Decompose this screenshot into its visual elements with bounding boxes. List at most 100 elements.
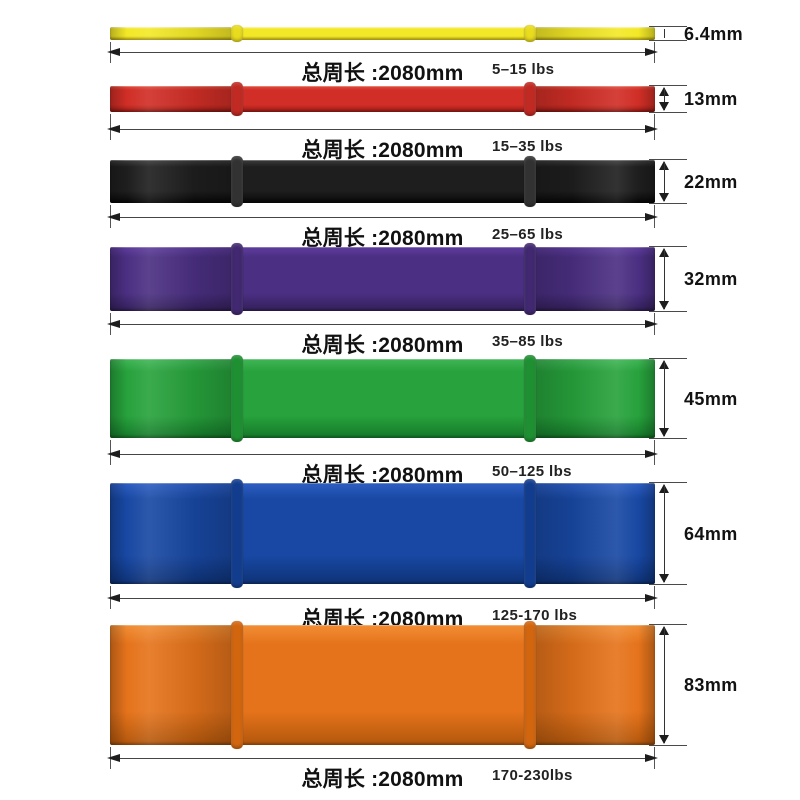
arrow-left-icon xyxy=(107,450,120,458)
vertical-dimension-line xyxy=(664,162,665,201)
band-fold-left-icon xyxy=(110,625,231,745)
band-seam-right xyxy=(524,156,536,207)
resistance-range-label: 35–85 lbs xyxy=(492,333,564,350)
circumference-label: 总周长 :2080mm xyxy=(301,227,464,250)
arrow-right-icon xyxy=(645,48,658,56)
circumference-label: 总周长 :2080mm xyxy=(301,62,464,85)
resistance-band-purple xyxy=(110,243,655,315)
resistance-band-red xyxy=(110,82,655,116)
vertical-dimension-line xyxy=(664,627,665,743)
band-seam-left xyxy=(231,621,243,749)
arrow-left-icon xyxy=(107,754,120,762)
arrow-down-icon xyxy=(659,574,669,583)
dimension-tick-top xyxy=(649,85,687,86)
horizontal-dimension-line xyxy=(120,129,646,130)
band-fold-right-icon xyxy=(536,27,655,40)
band-seam-left xyxy=(231,82,243,116)
band-caption: 总周长 :2080mm 15–35 lbs xyxy=(110,134,655,162)
dimension-tick-bottom xyxy=(649,203,687,204)
band-fold-left-icon xyxy=(110,27,231,40)
horizontal-dimension-line xyxy=(120,598,646,599)
vertical-dimension-line xyxy=(664,29,665,38)
circumference-label: 总周长 :2080mm xyxy=(301,768,464,791)
dimension-tick-bottom xyxy=(649,584,687,585)
arrow-down-icon xyxy=(659,102,669,111)
resistance-range-label: 50–125 lbs xyxy=(492,463,572,480)
vertical-dimension-line xyxy=(664,361,665,436)
arrow-down-icon xyxy=(659,428,669,437)
arrow-left-icon xyxy=(107,48,120,56)
band-seam-right xyxy=(524,355,536,442)
band-caption: 总周长 :2080mm 35–85 lbs xyxy=(110,329,655,357)
resistance-band-blue xyxy=(110,479,655,588)
arrow-right-icon xyxy=(645,594,658,602)
band-seam-right xyxy=(524,479,536,588)
band-caption: 总周长 :2080mm 170-230lbs xyxy=(110,763,655,791)
horizontal-dimension-line xyxy=(120,758,646,759)
band-fold-left-icon xyxy=(110,247,231,311)
band-seam-left xyxy=(231,355,243,442)
arrow-left-icon xyxy=(107,320,120,328)
horizontal-dimension-line xyxy=(120,52,646,53)
arrow-left-icon xyxy=(107,594,120,602)
band-width-label: 6.4mm xyxy=(684,23,744,44)
dimension-tick-bottom xyxy=(649,311,687,312)
circumference-label: 总周长 :2080mm xyxy=(301,334,464,357)
arrow-left-icon xyxy=(107,125,120,133)
arrow-right-icon xyxy=(645,754,658,762)
horizontal-dimension-line xyxy=(120,454,646,455)
dimension-tick-top xyxy=(649,358,687,359)
band-caption: 总周长 :2080mm 5–15 lbs xyxy=(110,57,655,85)
dimension-tick-bottom xyxy=(649,745,687,746)
arrow-right-icon xyxy=(645,320,658,328)
arrow-right-icon xyxy=(645,450,658,458)
band-fold-right-icon xyxy=(536,359,655,438)
dimension-tick-top xyxy=(649,26,687,27)
circumference-label: 总周长 :2080mm xyxy=(301,464,464,487)
band-seam-right xyxy=(524,82,536,116)
resistance-band-green xyxy=(110,355,655,442)
resistance-band-black xyxy=(110,156,655,207)
dimension-tick-top xyxy=(649,246,687,247)
band-width-label: 45mm xyxy=(684,388,738,409)
dimension-tick-bottom xyxy=(649,40,687,41)
dimension-tick-top xyxy=(649,624,687,625)
vertical-dimension-line xyxy=(664,88,665,110)
band-fold-right-icon xyxy=(536,625,655,745)
resistance-range-label: 5–15 lbs xyxy=(492,61,555,78)
band-seam-left xyxy=(231,479,243,588)
band-fold-left-icon xyxy=(110,359,231,438)
arrow-left-icon xyxy=(107,213,120,221)
resistance-range-label: 125-170 lbs xyxy=(492,607,578,624)
dimension-tick-top xyxy=(649,482,687,483)
resistance-band-yellow xyxy=(110,25,655,42)
band-fold-right-icon xyxy=(536,160,655,203)
band-fold-right-icon xyxy=(536,247,655,311)
band-caption: 总周长 :2080mm 25–65 lbs xyxy=(110,222,655,250)
band-width-label: 64mm xyxy=(684,523,738,544)
band-width-label: 32mm xyxy=(684,269,738,289)
band-seam-right xyxy=(524,243,536,315)
dimension-tick-top xyxy=(649,159,687,160)
vertical-dimension-line xyxy=(664,485,665,582)
resistance-range-label: 25–65 lbs xyxy=(492,226,564,243)
band-fold-right-icon xyxy=(536,86,655,112)
band-width-label: 22mm xyxy=(684,171,738,192)
dimension-tick-bottom xyxy=(649,438,687,439)
band-seam-right xyxy=(524,25,536,42)
vertical-dimension-line xyxy=(664,249,665,309)
horizontal-dimension-line xyxy=(120,324,646,325)
resistance-range-label: 170-230lbs xyxy=(492,767,573,784)
band-fold-left-icon xyxy=(110,86,231,112)
circumference-label: 总周长 :2080mm xyxy=(301,139,464,162)
band-fold-left-icon xyxy=(110,483,231,584)
band-caption: 总周长 :2080mm 50–125 lbs xyxy=(110,459,655,487)
arrow-down-icon xyxy=(659,735,669,744)
resistance-band-orange xyxy=(110,621,655,749)
band-fold-left-icon xyxy=(110,160,231,203)
band-width-label: 83mm xyxy=(684,675,738,695)
dimension-tick-bottom xyxy=(649,112,687,113)
resistance-range-label: 15–35 lbs xyxy=(492,138,564,155)
band-width-label: 13mm xyxy=(684,89,738,109)
